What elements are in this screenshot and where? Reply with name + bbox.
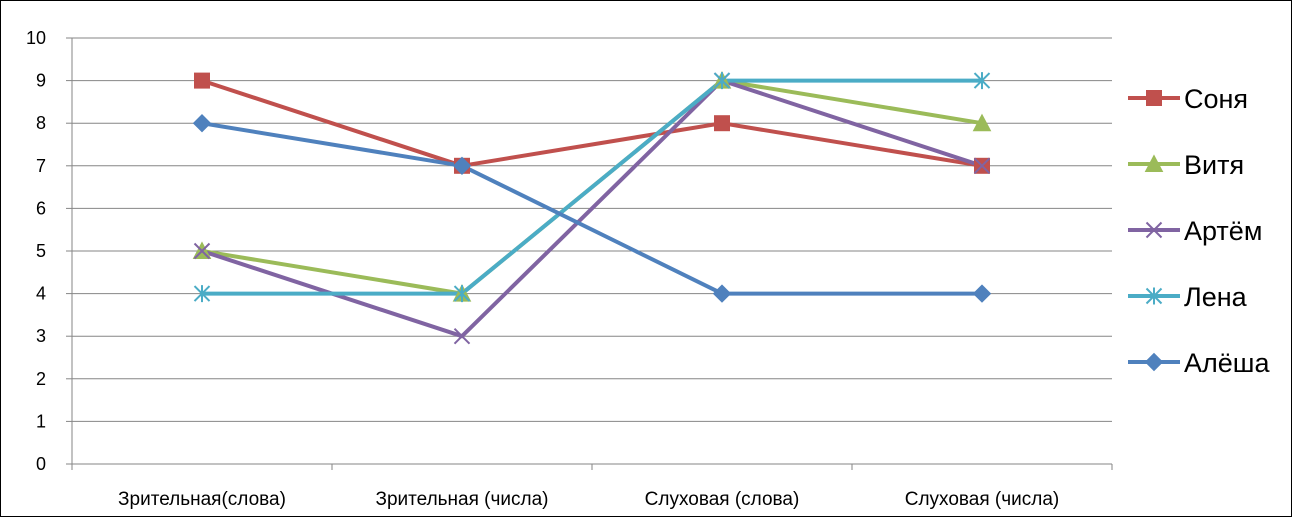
x-tick-label: Слуховая (числа) xyxy=(905,489,1060,510)
series-line-3 xyxy=(200,78,984,296)
axes xyxy=(66,37,1113,470)
marker-diamond xyxy=(1144,352,1164,372)
y-tick-label: 8 xyxy=(36,113,46,133)
marker-x xyxy=(973,157,991,175)
marker-triangle xyxy=(1144,154,1164,172)
series-line-4 xyxy=(200,121,984,296)
marker-x xyxy=(193,242,211,260)
y-tick-label: 5 xyxy=(36,241,46,261)
y-tick-label: 7 xyxy=(36,156,46,176)
x-tick-label: Слуховая (слова) xyxy=(645,489,800,510)
legend-item: Лена xyxy=(1128,282,1248,312)
legend-label: Алёша xyxy=(1184,348,1270,378)
marker-star xyxy=(453,285,471,303)
marker-diamond xyxy=(712,284,732,303)
y-tick-label: 4 xyxy=(36,284,46,304)
y-tick-label: 9 xyxy=(36,71,46,91)
gridlines xyxy=(72,37,1112,422)
series-lines xyxy=(200,78,984,339)
marker-diamond xyxy=(972,284,992,303)
series-markers xyxy=(192,71,992,345)
legend: Соня Витя Артём Лена Алёша xyxy=(1128,84,1270,378)
marker-x xyxy=(1145,221,1163,239)
marker-square xyxy=(1146,90,1162,106)
marker-triangle xyxy=(972,113,992,132)
marker-x xyxy=(453,327,471,345)
marker-star xyxy=(713,72,731,90)
series-line-0 xyxy=(200,78,984,168)
legend-label: Витя xyxy=(1184,150,1244,180)
y-tick-label: 3 xyxy=(36,326,46,346)
marker-star xyxy=(973,72,991,90)
marker-diamond xyxy=(192,113,212,133)
legend-item: Соня xyxy=(1128,84,1248,114)
legend-label: Соня xyxy=(1184,84,1248,114)
y-tick-label: 1 xyxy=(36,411,46,431)
marker-square xyxy=(714,115,730,132)
y-tick-label: 6 xyxy=(36,198,46,218)
y-tick-label: 0 xyxy=(36,454,46,474)
legend-item: Витя xyxy=(1128,150,1244,180)
y-tick-label: 2 xyxy=(36,369,46,389)
legend-item: Артём xyxy=(1128,216,1262,246)
x-tick-label: Зрительная (числа) xyxy=(375,489,548,510)
marker-star xyxy=(193,285,211,303)
x-tick-labels: Зрительная(слова) Зрительная (числа) Слухо… xyxy=(118,489,1059,510)
marker-star xyxy=(1145,287,1163,305)
x-tick-label: Зрительная(слова) xyxy=(118,489,286,510)
marker-diamond xyxy=(452,156,472,176)
y-tick-label: 10 xyxy=(26,28,46,48)
legend-label: Лена xyxy=(1184,282,1248,312)
legend-label: Артём xyxy=(1184,216,1262,246)
legend-item: Алёша xyxy=(1128,348,1270,378)
marker-square xyxy=(194,72,210,89)
y-tick-labels: 0 1 2 3 4 5 6 7 8 9 10 xyxy=(26,28,46,474)
